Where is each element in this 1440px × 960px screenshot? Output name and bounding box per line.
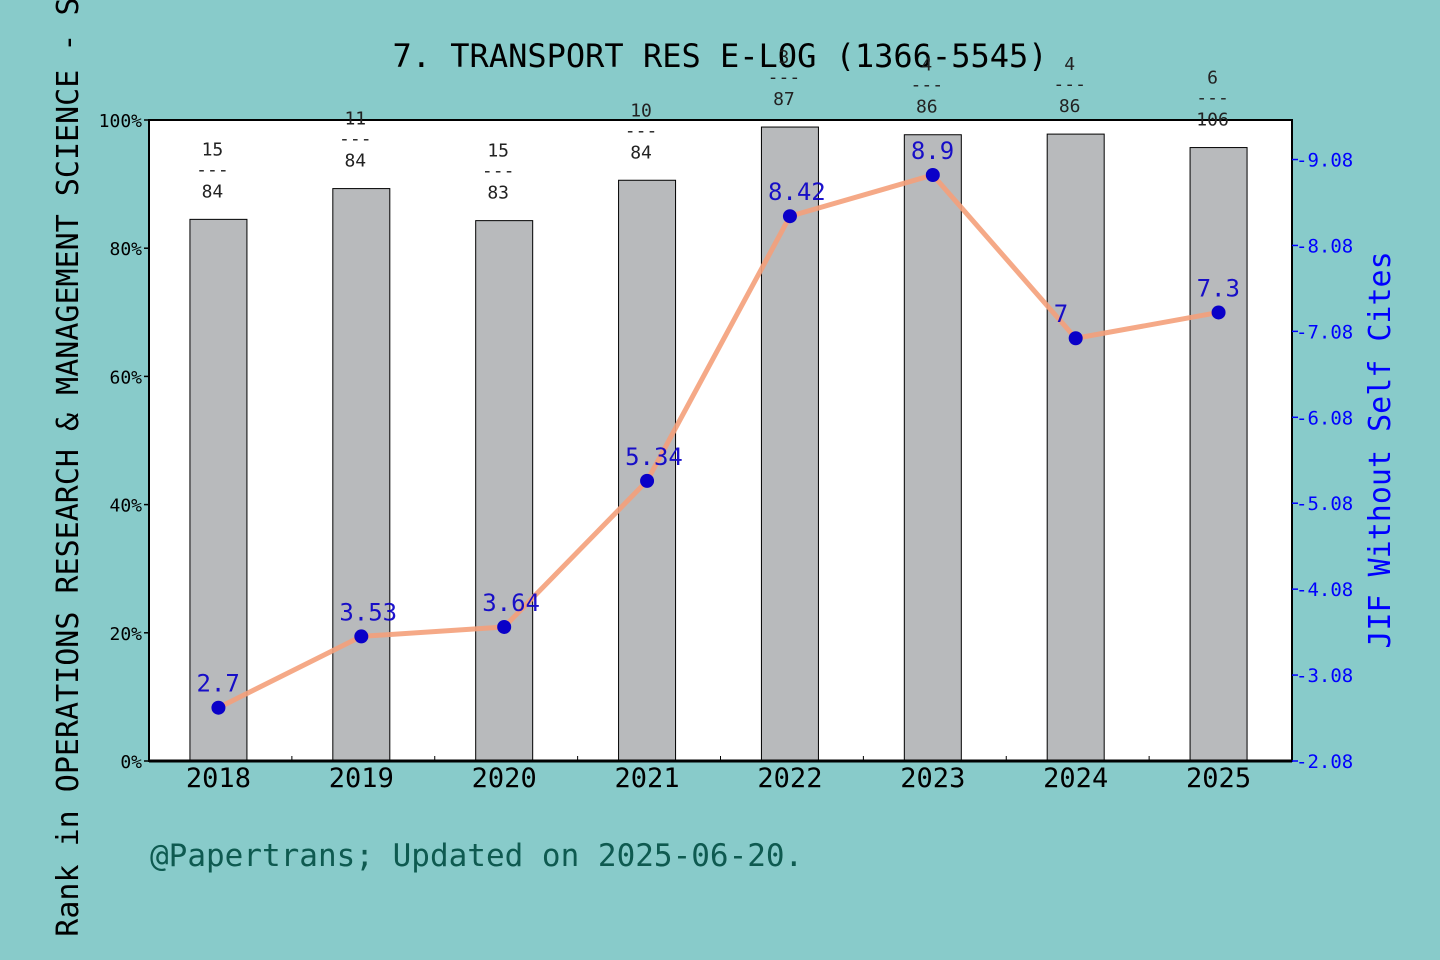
right-tick-label: -2.08 — [1296, 751, 1353, 773]
jif-value-label: 7.3 — [1197, 274, 1240, 302]
right-tick-label: -9.08 — [1296, 150, 1353, 172]
bar-2018 — [189, 218, 248, 762]
right-axis-label: JIF Without Self Cites — [1363, 251, 1398, 648]
rank-total-label: 84 — [630, 142, 652, 163]
jif-point-2025 — [1211, 305, 1226, 320]
rank-total-label: 87 — [773, 89, 795, 110]
right-tick-label: -4.08 — [1296, 579, 1353, 601]
rank-divider: --- — [1196, 88, 1229, 109]
axes: 0% 20% 40% 60% 80% 100% -2.08 -3.08 -4.08 -5.08 -6… — [99, 111, 1354, 794]
jif-point-2021 — [640, 473, 655, 488]
left-tick-label: 0% — [120, 752, 142, 773]
jif-point-2023 — [925, 167, 940, 182]
jif-value-label: 3.53 — [339, 598, 397, 626]
right-tick-label: -8.08 — [1296, 235, 1353, 257]
rank-total-label: 86 — [1059, 96, 1081, 117]
x-tick-label: 2021 — [615, 763, 680, 794]
jif-point-2022 — [782, 209, 797, 224]
rank-label: 10 — [630, 100, 652, 121]
left-tick-label: 60% — [109, 367, 142, 388]
jif-point-2020 — [497, 619, 512, 634]
jif-value-label: 2.7 — [196, 670, 239, 698]
jif-value-label: 7 — [1054, 300, 1068, 328]
rank-divider: --- — [911, 75, 944, 96]
x-tick-label: 2024 — [1043, 763, 1108, 794]
bar-2024 — [1046, 133, 1105, 762]
jif-line-series — [211, 167, 1226, 715]
rank-label: 4 — [1064, 54, 1075, 75]
jif-line — [217, 172, 1220, 710]
left-tick-label: 80% — [109, 239, 142, 260]
right-tick-label: -7.08 — [1296, 321, 1353, 343]
rank-total-label: 83 — [487, 183, 509, 204]
jif-value-label: 3.64 — [482, 589, 540, 617]
left-axis-label: Rank in OPERATIONS RESEARCH & MANAGEMENT… — [51, 0, 86, 937]
rank-total-label: 84 — [344, 151, 366, 172]
x-tick-label: 2025 — [1186, 763, 1251, 794]
left-tick-label: 20% — [109, 624, 142, 645]
rank-divider: --- — [1053, 74, 1086, 95]
jif-point-2024 — [1068, 331, 1083, 346]
right-tick-label: -6.08 — [1296, 407, 1353, 429]
rank-divider: --- — [196, 159, 229, 180]
chart-title: 7. TRANSPORT RES E-LOG (1366-5545) — [392, 37, 1047, 75]
jif-value-label: 5.34 — [625, 443, 683, 471]
rank-total-label: 106 — [1196, 110, 1229, 131]
plot-area — [149, 120, 1292, 761]
rank-divider: --- — [339, 129, 372, 150]
right-tick-label: -5.08 — [1296, 493, 1353, 515]
x-tick-label: 2018 — [186, 763, 251, 794]
rank-label: 3 — [779, 47, 790, 68]
bar-2021 — [618, 179, 677, 762]
bar-series — [189, 126, 1248, 762]
rank-label: 6 — [1207, 68, 1218, 89]
bar-2019 — [332, 188, 391, 762]
jif-point-2018 — [211, 700, 226, 715]
left-tick-label: 100% — [99, 111, 143, 132]
x-tick-label: 2019 — [329, 763, 394, 794]
footnote: @Papertrans; Updated on 2025-06-20. — [150, 838, 803, 874]
rank-divider: --- — [625, 120, 658, 141]
left-tick-label: 40% — [109, 496, 142, 517]
rank-divider: --- — [482, 161, 515, 182]
bar-2025 — [1189, 147, 1248, 762]
jif-value-label: 8.42 — [768, 178, 826, 206]
rank-total-label: 84 — [202, 181, 224, 202]
rank-label: 15 — [487, 141, 509, 162]
x-tick-label: 2020 — [472, 763, 537, 794]
right-tick-label: -3.08 — [1296, 665, 1353, 687]
rank-divider: --- — [768, 67, 801, 88]
jif-point-2019 — [354, 629, 369, 644]
bar-2020 — [475, 220, 534, 762]
x-tick-label: 2022 — [757, 763, 822, 794]
rank-total-label: 86 — [916, 97, 938, 118]
rank-label: 4 — [921, 55, 932, 76]
jif-value-label: 8.9 — [911, 137, 954, 165]
bar-2023 — [903, 134, 962, 762]
rank-label: 11 — [344, 109, 366, 130]
x-tick-label: 2023 — [900, 763, 965, 794]
rank-label: 15 — [202, 139, 224, 160]
